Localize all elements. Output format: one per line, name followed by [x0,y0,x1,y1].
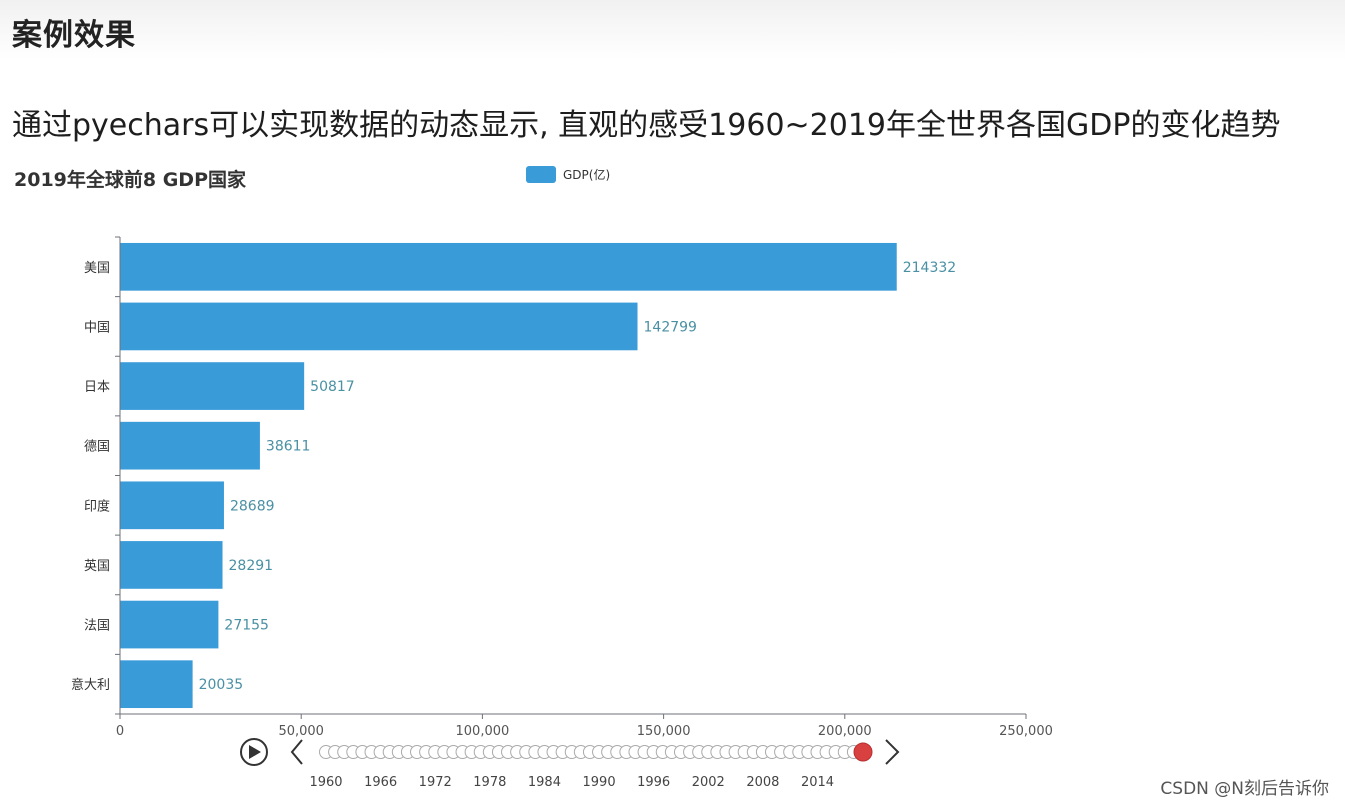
bar-4[interactable] [120,481,224,530]
timeline-year-label: 2002 [692,775,725,790]
timeline-year-label: 1972 [419,775,452,790]
bar-6[interactable] [120,600,219,649]
category-label: 意大利 [71,677,110,693]
bar-value-label: 27155 [224,618,269,634]
timeline-year-label: 1996 [637,775,670,790]
bar-value-label: 20035 [199,677,244,693]
timeline-current-marker[interactable] [853,742,873,762]
play-icon [249,745,261,759]
category-label: 中国 [84,320,110,335]
page-heading: 案例效果 [12,18,136,53]
timeline-year-label: 1990 [583,775,616,790]
category-label: 英国 [84,559,110,574]
x-tick-label: 250,000 [999,724,1053,739]
x-tick-label: 50,000 [278,724,324,739]
x-tick-label: 0 [116,724,124,739]
bar-2[interactable] [120,362,305,410]
legend-swatch [526,166,556,183]
chart-legend[interactable]: GDP(亿) [526,166,610,183]
timeline-year-label: 1984 [528,775,561,790]
timeline-year-label: 1978 [473,775,506,790]
x-tick-label: 100,000 [456,724,510,739]
timeline-year-label: 2008 [746,775,779,790]
timeline-year-label: 1960 [309,775,342,790]
chevron-left-icon[interactable] [290,739,303,765]
play-button[interactable] [240,738,268,766]
bar-7[interactable] [120,660,193,709]
bar-0[interactable] [120,242,897,291]
category-label: 美国 [84,261,110,276]
category-label: 德国 [84,440,110,455]
bar-value-label: 214332 [903,260,956,276]
timeline-year-label: 2014 [801,775,834,790]
category-label: 日本 [84,380,110,395]
bar-value-label: 28291 [229,558,274,574]
legend-label: GDP(亿) [563,168,611,182]
category-label: 印度 [84,498,110,514]
bar-3[interactable] [120,421,260,470]
bar-value-label: 142799 [644,319,697,335]
chevron-right-icon[interactable] [885,739,900,765]
x-tick-label: 150,000 [637,724,691,739]
bar-value-label: 28689 [230,498,275,514]
category-label: 法国 [84,619,110,634]
timeline-year-label: 1966 [364,775,397,790]
bar-1[interactable] [120,302,638,351]
bar-5[interactable] [120,541,223,589]
page-subtitle: 通过pyechars可以实现数据的动态显示, 直观的感受1960~2019年全世… [12,108,1281,143]
bar-value-label: 50817 [310,379,355,395]
x-tick-label: 200,000 [818,724,872,739]
chart-title: 2019年全球前8 GDP国家 [14,169,247,191]
bar-value-label: 38611 [266,439,311,455]
watermark: CSDN @N刻后告诉你 [1160,779,1329,799]
